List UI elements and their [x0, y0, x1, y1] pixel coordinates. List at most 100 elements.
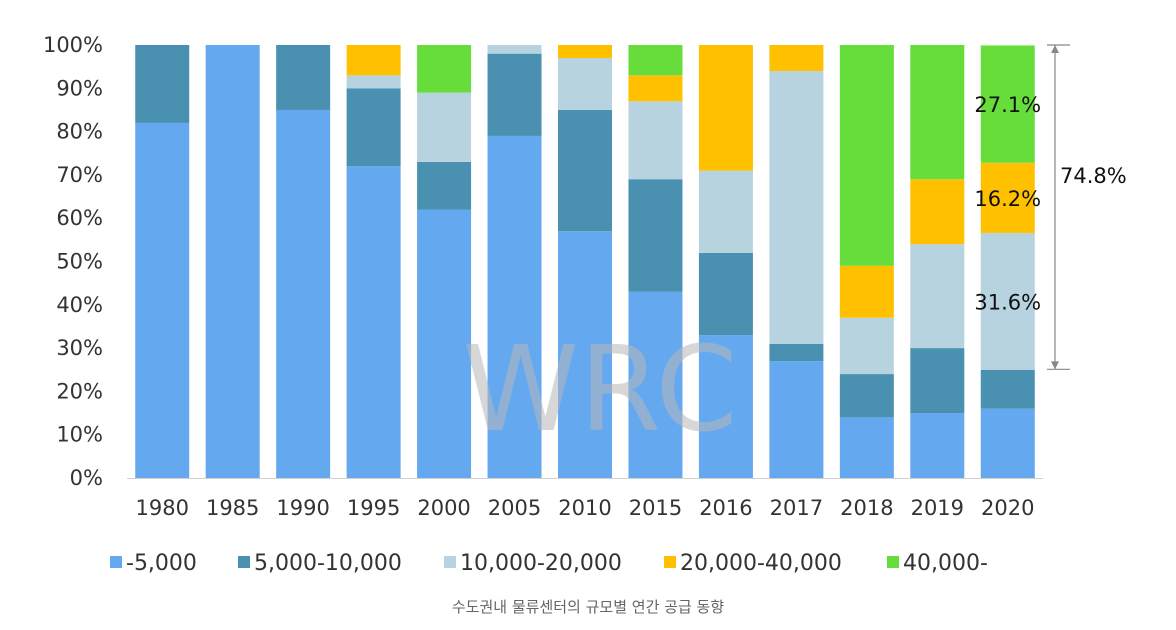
legend-swatch-20-000-40-000 [664, 556, 676, 568]
legend-item-10-000-20-000: 10,000-20,000 [444, 551, 622, 576]
legend-label-20-000-40-000: 20,000-40,000 [680, 551, 842, 576]
bar-2018-5-000-10-000 [839, 374, 894, 418]
bar-2016-20-000-40-000 [698, 45, 753, 171]
bar-2010-5-000-10-000 [558, 109, 612, 232]
bar-2020-20-000-40-000 [980, 162, 1035, 233]
x-tick-label-1995: 1995 [347, 496, 400, 520]
bar-2018-10-000-20-000 [839, 317, 894, 375]
bar-2017-5-000 [769, 361, 824, 478]
bar-2010-20-000-40-000 [558, 45, 612, 58]
bracket-arrow-bottom [1051, 361, 1059, 370]
y-tick-label-4: 40% [56, 293, 103, 317]
legend-item-5-000-10-000: 5,000-10,000 [238, 551, 402, 576]
x-tick-label-2018: 2018 [840, 496, 893, 520]
bar-2015-10-000-20-000 [628, 101, 683, 180]
x-tick-label-1980: 1980 [136, 496, 189, 520]
bar-2005-5-000 [487, 135, 542, 478]
data-label-2: 31.6% [974, 290, 1041, 314]
chart-canvas: 0% 10% 20% 30% 40% 50% 60% 70% 80% 90% 100% 1980 198… [43, 33, 1127, 576]
legend-item-40-000: 40,000- [887, 551, 988, 576]
bar-2018-40-000 [839, 45, 894, 266]
x-tick-label-2015: 2015 [629, 496, 682, 520]
legend-swatch-10-000-20-000 [444, 556, 456, 568]
x-tick-label-2010: 2010 [558, 496, 611, 520]
bar-1995-20-000-40-000 [346, 45, 401, 76]
bar-2016-5-000-10-000 [698, 252, 753, 336]
bar-1995-5-000 [346, 166, 401, 479]
bar-1980-5-000-10-000 [135, 45, 190, 123]
legend-swatch-5-000 [110, 556, 122, 568]
bar-2005-5-000-10-000 [487, 53, 542, 136]
y-tick-label-0: 0% [70, 466, 103, 490]
y-tick-label-5: 50% [56, 250, 103, 274]
bar-2000-10-000-20-000 [417, 92, 472, 162]
bar-2015-20-000-40-000 [628, 75, 683, 102]
bar-2016-5-000 [698, 335, 753, 478]
x-tick-label-1990: 1990 [276, 496, 329, 520]
x-tick-label-2016: 2016 [699, 496, 752, 520]
y-tick-label-6: 60% [56, 206, 103, 230]
watermark-text: WRC [462, 320, 737, 458]
x-tick-label-1985: 1985 [206, 496, 259, 520]
legend-label-10-000-20-000: 10,000-20,000 [460, 551, 622, 576]
bar-2010-10-000-20-000 [558, 57, 612, 110]
y-tick-label-8: 80% [56, 120, 103, 144]
bar-2019-5-000-10-000 [910, 348, 965, 414]
data-label-0: 27.1% [974, 93, 1041, 117]
legend-label-5-000: -5,000 [126, 551, 197, 576]
bar-1990-5-000-10-000 [276, 45, 331, 110]
y-tick-label-1: 10% [56, 423, 103, 447]
bracket-arrow-top [1051, 45, 1059, 53]
bar-2015-40-000 [628, 45, 683, 76]
y-axis: 0% 10% 20% 30% 40% 50% 60% 70% 80% 90% 100% [43, 33, 103, 490]
x-tick-label-2019: 2019 [911, 496, 964, 520]
legend-item-5-000: -5,000 [110, 551, 197, 576]
x-tick-label-2017: 2017 [770, 496, 823, 520]
y-tick-label-3: 30% [56, 336, 103, 360]
bar-1980-5-000 [135, 122, 190, 478]
y-tick-label-9: 90% [56, 76, 103, 100]
data-label-1: 16.2% [974, 187, 1041, 211]
bar-2020-40-000 [980, 45, 1035, 163]
bar-2020-5-000-10-000 [980, 369, 1035, 409]
x-tick-label-2005: 2005 [488, 496, 541, 520]
legend-swatch-40-000 [887, 556, 899, 568]
legend-swatch-5-000-10-000 [238, 556, 250, 568]
bar-1985-5-000 [205, 45, 260, 478]
bar-2020-10-000-20-000 [980, 232, 1035, 370]
bars-group [135, 45, 1035, 479]
bar-2000-40-000 [417, 45, 472, 93]
legend-label-40-000: 40,000- [903, 551, 988, 576]
bar-2015-5-000 [628, 291, 683, 478]
y-tick-label-7: 70% [56, 163, 103, 187]
bar-2000-5-000-10-000 [417, 161, 472, 210]
bar-2015-5-000-10-000 [628, 179, 683, 292]
chart-caption: 수도권내 물류센터의 규모별 연간 공급 동향 [451, 598, 725, 616]
bar-2010-5-000 [558, 231, 612, 478]
bar-1995-10-000-20-000 [346, 75, 401, 89]
bar-2019-20-000-40-000 [910, 179, 965, 245]
legend-item-20-000-40-000: 20,000-40,000 [664, 551, 842, 576]
bar-2017-5-000-10-000 [769, 343, 824, 362]
bracket-label: 74.8% [1060, 164, 1127, 188]
bar-2018-5-000 [839, 417, 894, 478]
bar-2019-5-000 [910, 413, 965, 478]
bar-2016-10-000-20-000 [698, 170, 753, 253]
bar-2017-10-000-20-000 [769, 70, 824, 344]
y-tick-label-10: 100% [43, 33, 103, 57]
legend-label-5-000-10-000: 5,000-10,000 [254, 551, 402, 576]
bar-1990-5-000 [276, 109, 331, 478]
x-tick-label-2020: 2020 [981, 496, 1034, 520]
bar-2018-20-000-40-000 [839, 265, 894, 318]
x-tick-label-2000: 2000 [417, 496, 470, 520]
bar-2019-40-000 [910, 45, 965, 180]
bar-1995-5-000-10-000 [346, 88, 401, 167]
legend: -5,000 5,000-10,000 10,000-20,000 20,000-40… [110, 551, 988, 576]
y-tick-label-2: 20% [56, 379, 103, 403]
bar-2020-5-000 [980, 408, 1035, 478]
bar-2000-5-000 [417, 209, 472, 479]
bracket-annotation: 74.8% [1047, 44, 1127, 370]
bar-2017-20-000-40-000 [769, 45, 824, 71]
bar-2019-10-000-20-000 [910, 244, 965, 349]
